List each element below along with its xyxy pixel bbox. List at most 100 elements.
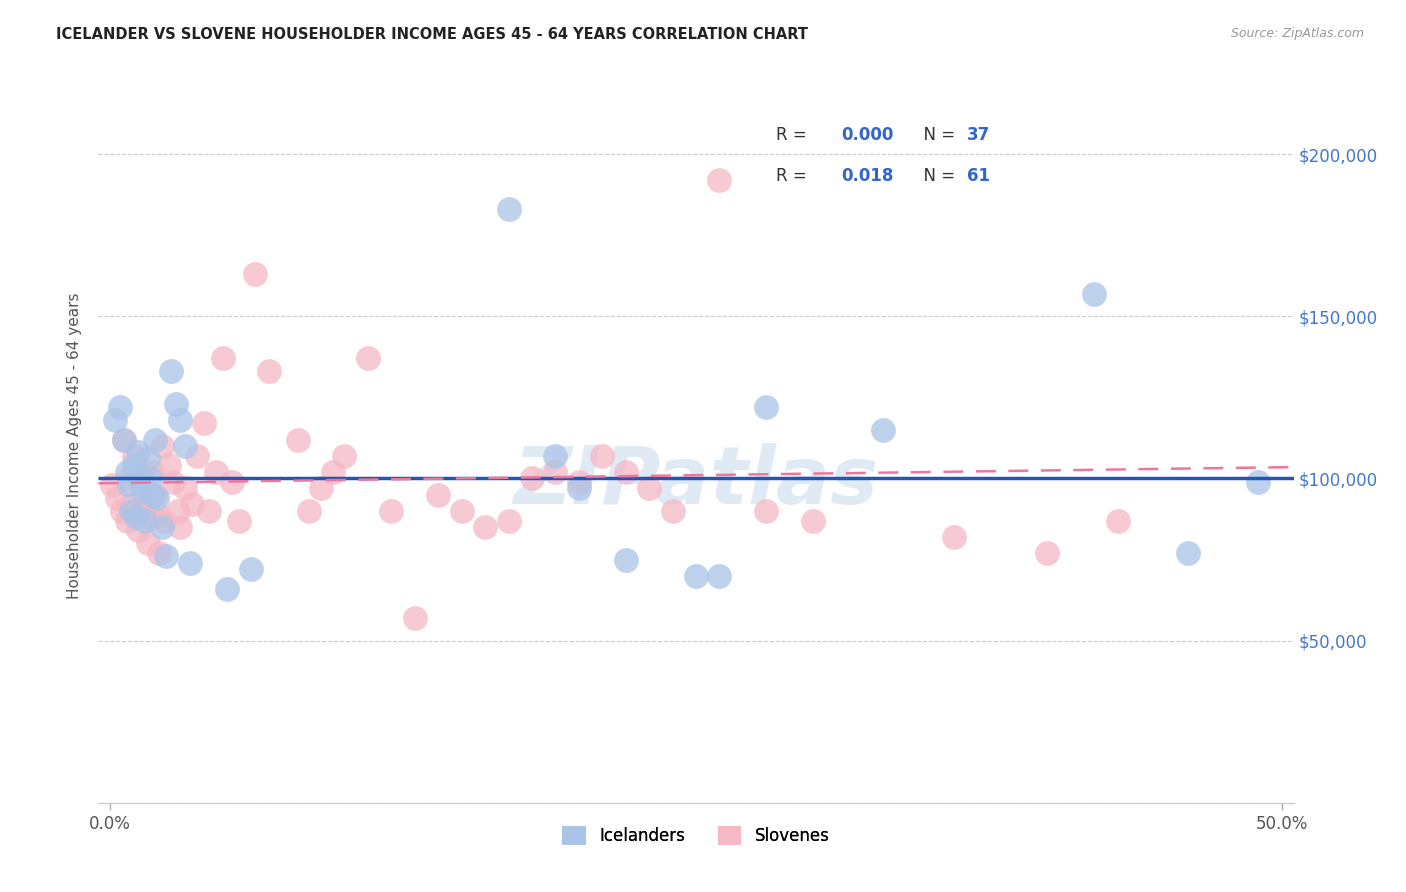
Point bbox=[120, 504, 142, 518]
Point bbox=[150, 439, 173, 453]
Point bbox=[148, 546, 170, 560]
Text: R =: R = bbox=[776, 167, 811, 185]
Text: R =: R = bbox=[776, 127, 811, 145]
Point bbox=[143, 488, 166, 502]
Point bbox=[134, 494, 156, 508]
Point bbox=[181, 497, 204, 511]
Point bbox=[245, 267, 267, 281]
Point bbox=[204, 465, 226, 479]
Point bbox=[1107, 514, 1129, 528]
Point bbox=[174, 481, 197, 495]
Point bbox=[165, 397, 187, 411]
Point bbox=[755, 504, 778, 518]
Point bbox=[139, 510, 162, 524]
Point bbox=[122, 449, 145, 463]
Point bbox=[127, 524, 149, 538]
Point bbox=[709, 173, 731, 187]
Point bbox=[474, 520, 496, 534]
Point bbox=[1177, 546, 1199, 560]
Text: N =: N = bbox=[914, 167, 960, 185]
Point bbox=[132, 484, 155, 499]
Point bbox=[139, 471, 162, 485]
Text: 0.000: 0.000 bbox=[842, 127, 894, 145]
Point bbox=[450, 504, 472, 518]
Point bbox=[129, 468, 152, 483]
Point bbox=[162, 475, 184, 489]
Point bbox=[1036, 546, 1059, 560]
Point bbox=[357, 351, 380, 366]
Point bbox=[228, 514, 250, 528]
Point bbox=[259, 364, 281, 378]
Text: 37: 37 bbox=[967, 127, 990, 145]
Point bbox=[141, 465, 163, 479]
Point bbox=[568, 481, 591, 495]
Point bbox=[146, 507, 169, 521]
Point bbox=[1247, 475, 1270, 489]
Point bbox=[380, 504, 402, 518]
Point bbox=[153, 514, 176, 528]
Point bbox=[105, 491, 128, 505]
Point bbox=[801, 514, 824, 528]
Text: 61: 61 bbox=[967, 167, 990, 185]
Point bbox=[614, 465, 637, 479]
Point bbox=[157, 458, 180, 473]
Point bbox=[134, 514, 156, 528]
Point bbox=[122, 458, 145, 473]
Point bbox=[112, 433, 135, 447]
Point bbox=[125, 510, 148, 524]
Point bbox=[108, 400, 131, 414]
Point bbox=[120, 497, 142, 511]
Point bbox=[155, 549, 177, 564]
Point bbox=[150, 520, 173, 534]
Point bbox=[1083, 286, 1105, 301]
Point bbox=[322, 465, 344, 479]
Point bbox=[568, 475, 591, 489]
Point bbox=[197, 504, 219, 518]
Point bbox=[638, 481, 661, 495]
Point bbox=[111, 504, 134, 518]
Y-axis label: Householder Income Ages 45 - 64 years: Householder Income Ages 45 - 64 years bbox=[67, 293, 83, 599]
Point bbox=[685, 568, 707, 582]
Point bbox=[217, 582, 239, 596]
Point bbox=[239, 562, 262, 576]
Point bbox=[872, 423, 894, 437]
Point bbox=[169, 520, 191, 534]
Point bbox=[129, 471, 152, 485]
Point bbox=[221, 475, 243, 489]
Point bbox=[115, 514, 138, 528]
Point bbox=[136, 452, 159, 467]
Legend: Icelanders, Slovenes: Icelanders, Slovenes bbox=[555, 819, 837, 852]
Point bbox=[118, 471, 141, 485]
Point bbox=[661, 504, 683, 518]
Point bbox=[160, 364, 183, 378]
Point bbox=[174, 439, 197, 453]
Text: 0.018: 0.018 bbox=[842, 167, 894, 185]
Point bbox=[115, 465, 138, 479]
Point bbox=[498, 202, 520, 217]
Point bbox=[127, 445, 149, 459]
Point bbox=[520, 471, 543, 485]
Point bbox=[211, 351, 233, 366]
Text: Source: ZipAtlas.com: Source: ZipAtlas.com bbox=[1230, 27, 1364, 40]
Point bbox=[143, 433, 166, 447]
Text: N =: N = bbox=[914, 127, 960, 145]
Point bbox=[298, 504, 321, 518]
Point bbox=[118, 478, 141, 492]
Point bbox=[333, 449, 356, 463]
Point bbox=[614, 552, 637, 566]
Text: ZIPatlas: ZIPatlas bbox=[513, 442, 879, 521]
Point bbox=[146, 491, 169, 505]
Point bbox=[755, 400, 778, 414]
Point bbox=[544, 465, 567, 479]
Point bbox=[101, 478, 124, 492]
Point bbox=[167, 504, 190, 518]
Point bbox=[141, 488, 163, 502]
Text: ICELANDER VS SLOVENE HOUSEHOLDER INCOME AGES 45 - 64 YEARS CORRELATION CHART: ICELANDER VS SLOVENE HOUSEHOLDER INCOME … bbox=[56, 27, 808, 42]
Point bbox=[125, 504, 148, 518]
Point bbox=[112, 433, 135, 447]
Point bbox=[544, 449, 567, 463]
Point bbox=[179, 556, 201, 570]
Point bbox=[287, 433, 309, 447]
Point bbox=[186, 449, 208, 463]
Point bbox=[498, 514, 520, 528]
